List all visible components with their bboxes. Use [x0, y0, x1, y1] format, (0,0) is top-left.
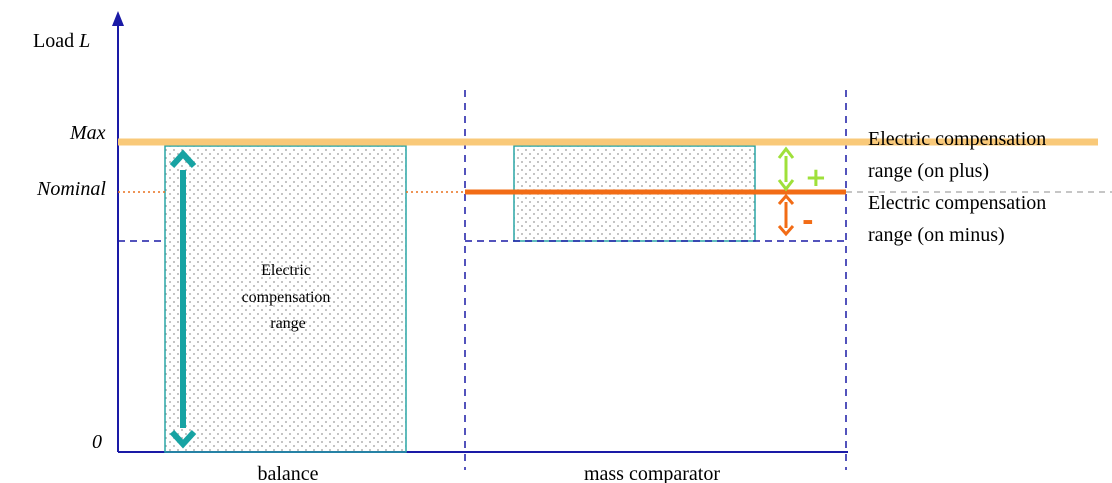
max-label: Max [69, 122, 106, 144]
balance-range-box [164, 145, 407, 453]
minus-range-label: Electric compensation range (on minus) [868, 192, 1051, 246]
zero-label: 0 [92, 431, 102, 453]
balance-column-label: balance [257, 463, 318, 483]
plus-sign: + [805, 163, 827, 193]
nominal-label: Nominal [36, 178, 106, 200]
balance-range-label: Electric compensation range [242, 262, 335, 332]
y-axis-title: Load L [33, 30, 90, 52]
plus-range-arrow [777, 146, 795, 192]
plus-range-label: Electric compensation range (on plus) [868, 128, 1051, 182]
y-axis-arrowhead [112, 11, 124, 26]
balance-range-arrow [169, 149, 197, 449]
minus-sign: - [802, 204, 814, 237]
minus-range-arrow [777, 193, 795, 237]
comparator-column-label: mass comparator [584, 463, 720, 483]
